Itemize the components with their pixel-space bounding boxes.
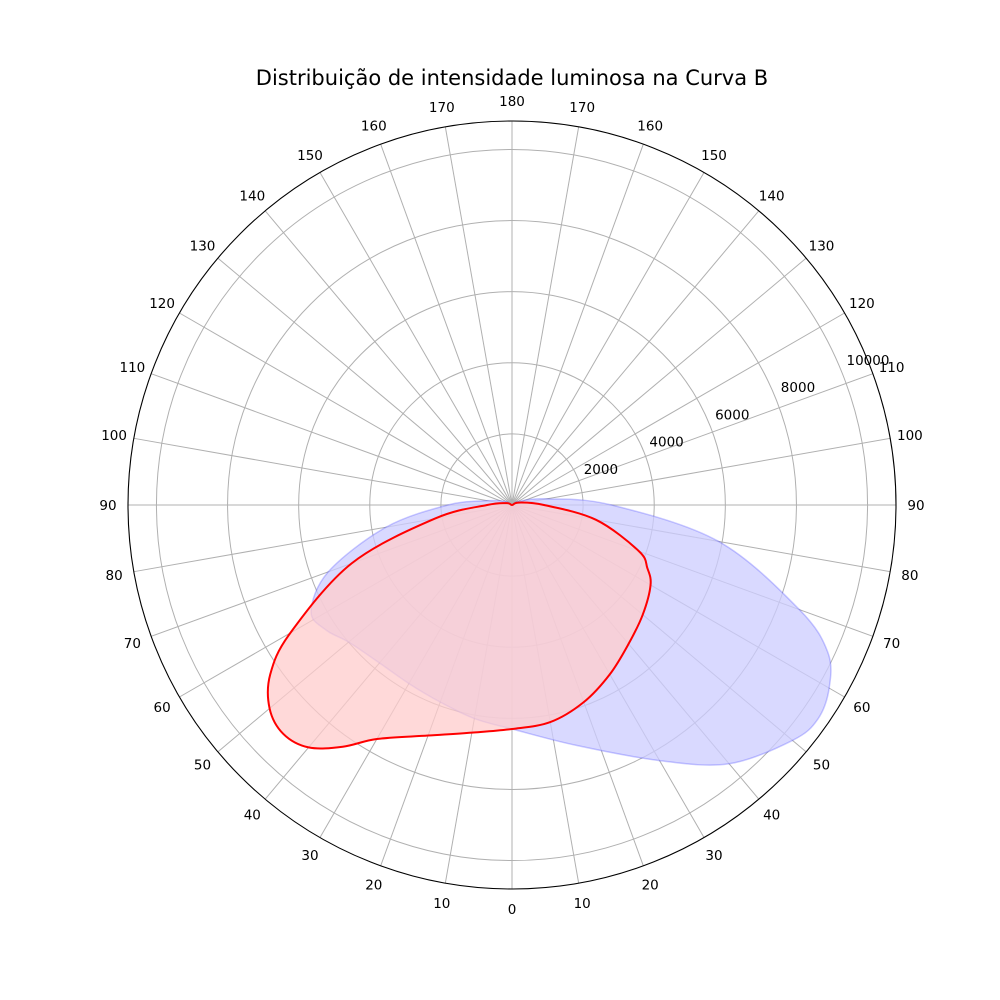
angle-tick-label: 130: [190, 238, 216, 254]
angle-tick-label: 90: [907, 498, 924, 514]
angular-gridline: [218, 258, 512, 505]
angular-gridline: [512, 374, 873, 505]
radial-tick-label: 6000: [715, 407, 749, 423]
angle-tick-label: 70: [124, 636, 141, 652]
series-layer: [268, 499, 831, 765]
angle-tick-label: 30: [705, 848, 722, 864]
angular-gridline: [265, 211, 512, 505]
angle-tick-label: 10: [433, 896, 450, 912]
angle-tick-label: 60: [853, 700, 870, 716]
angle-tick-label: 160: [637, 118, 663, 134]
angle-tick-label: 20: [365, 878, 382, 894]
angle-tick-label: 110: [120, 360, 146, 376]
angle-tick-label: 170: [569, 100, 595, 116]
angle-tick-label: 170: [429, 100, 455, 116]
angle-tick-label: 70: [883, 636, 900, 652]
angular-gridline: [134, 438, 512, 505]
angular-gridline: [512, 258, 806, 505]
angle-tick-label: 130: [809, 238, 835, 254]
radial-tick-label: 8000: [781, 380, 815, 396]
angle-tick-label: 150: [701, 148, 727, 164]
angular-gridline: [381, 144, 512, 505]
angular-gridline: [445, 127, 512, 505]
radial-tick-label: 2000: [584, 462, 618, 478]
angle-tick-label: 20: [642, 878, 659, 894]
angle-tick-label: 150: [297, 148, 323, 164]
angle-tick-label: 50: [194, 758, 211, 774]
angle-tick-label: 80: [901, 568, 918, 584]
angle-tick-label: 40: [763, 808, 780, 824]
angle-tick-label: 100: [101, 428, 127, 444]
radial-tick-label: 4000: [649, 435, 683, 451]
angle-tick-label: 100: [897, 428, 923, 444]
angle-tick-label: 160: [361, 118, 387, 134]
angle-tick-label: 140: [239, 189, 265, 205]
angle-tick-label: 40: [244, 808, 261, 824]
angular-gridline: [512, 211, 759, 505]
angle-tick-label: 120: [849, 296, 875, 312]
angle-tick-label: 120: [149, 296, 175, 312]
angular-gridline: [512, 127, 579, 505]
angle-tick-label: 80: [106, 568, 123, 584]
angle-tick-label: 140: [759, 189, 785, 205]
angle-tick-label: 90: [99, 498, 116, 514]
chart-title: Distribuição de intensidade luminosa na …: [256, 66, 768, 90]
angle-tick-label: 10: [574, 896, 591, 912]
angular-gridline: [512, 438, 890, 505]
angle-tick-label: 0: [508, 902, 517, 918]
angle-tick-label: 180: [499, 94, 525, 110]
angular-gridline: [151, 374, 512, 505]
angle-tick-label: 30: [301, 848, 318, 864]
angular-gridline: [512, 144, 643, 505]
angle-tick-label: 50: [813, 758, 830, 774]
angle-tick-label: 60: [154, 700, 171, 716]
